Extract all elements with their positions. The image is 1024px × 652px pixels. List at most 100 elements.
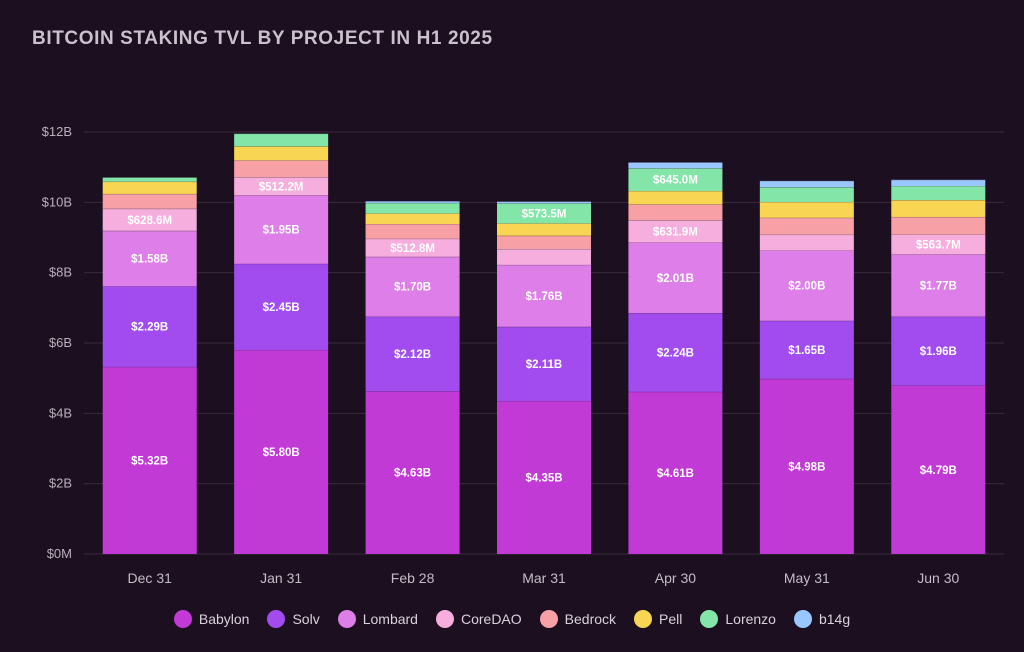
bar-segment-lombard [102,230,197,287]
bar-segment-b14g [497,201,591,204]
legend-swatch [267,610,286,628]
legend-label: CoreDAO [460,611,522,627]
legend-swatch [634,610,653,628]
data-label: $573.5M [522,208,567,220]
data-label: $2.01B [657,273,694,285]
bar-segment-babylon [497,401,591,554]
bar-segment-lombard [891,254,986,317]
legend-item-bedrock[interactable]: Bedrock [539,610,617,628]
bar-segment-coredao [628,220,723,243]
legend-item-coredao[interactable]: CoreDAO [435,610,522,628]
legend-swatch [435,610,454,628]
data-label: $2.00B [788,281,825,293]
data-label: $2.45B [263,302,300,314]
bar-segment-lorenzo [102,177,197,182]
bar-segment-lombard [759,250,854,321]
data-label: $4.63B [394,468,431,480]
bar-segment-babylon [365,391,460,554]
bar-segment-bedrock [365,224,460,239]
legend-swatch [337,610,356,628]
bar-segment-babylon [234,350,329,554]
x-tick-label: Jan 31 [260,570,302,586]
y-tick-label: $2B [49,476,72,491]
legend-swatch [539,610,558,628]
legend-label: Lorenzo [725,611,776,627]
data-label: $2.24B [657,347,694,359]
bar-segment-lombard [234,195,329,264]
x-tick-label: Dec 31 [128,570,173,586]
bar-segment-pell [891,200,986,217]
x-tick-label: Apr 30 [655,570,696,586]
legend-label: Bedrock [564,611,617,627]
bar-segment-babylon [628,391,723,554]
data-label: $2.29B [131,322,168,334]
data-label: $4.61B [657,468,694,480]
bar-segment-bedrock [759,217,854,235]
data-label: $1.96B [920,346,957,358]
data-label: $1.58B [131,254,168,266]
bar-segment-lorenzo [234,133,329,147]
y-axis: $0M $2B $4B $6B $8B $10B $12B [42,124,72,561]
bar-segment-bedrock [497,235,591,250]
bar-segment-pell [102,181,197,194]
bar-segment-b14g [365,201,460,203]
bar-segment-pell [759,201,854,218]
bar-segment-lorenzo [891,186,986,201]
data-label: $5.80B [263,447,300,459]
bar-segment-babylon [759,378,854,554]
bar-segment-b14g [759,180,854,188]
data-label: $563.7M [916,239,961,251]
bar-segment-pell [365,213,460,225]
bar-segment-bedrock [102,193,197,209]
data-label: $1.65B [788,345,825,357]
data-label: $512.8M [390,243,435,255]
data-label: $1.70B [394,282,431,294]
legend-item-b14g[interactable]: b14g [793,610,850,628]
data-label: $645.0M [653,175,698,187]
legend-item-lombard[interactable]: Lombard [337,610,418,628]
bar-segment-lombard [365,256,460,317]
data-label: $2.12B [394,349,431,361]
bar-segment-lorenzo [365,202,460,214]
legend-label: Babylon [198,611,250,627]
data-label: $1.77B [920,281,957,293]
legend-item-babylon[interactable]: Babylon [173,610,250,628]
bar-segment-solv [365,316,460,392]
bar-segment-pell [628,191,723,205]
legend-swatch [793,610,812,628]
bar-segment-bedrock [628,204,723,221]
legend-item-lorenzo[interactable]: Lorenzo [700,610,776,628]
data-label: $4.35B [525,473,562,485]
bar-segment-lorenzo [759,187,854,202]
data-label: $512.2M [259,181,304,193]
x-axis: Dec 31 Jan 31 Feb 28 Mar 31 Apr 30 May 31 Jun … [128,570,960,586]
y-tick-label: $4B [49,405,72,420]
data-label: $5.32B [131,455,168,467]
bar-segment-solv [628,313,723,392]
y-tick-label: $10B [42,194,72,209]
bar-segment-lombard [628,242,723,314]
bar-segment-coredao [365,238,460,257]
bar-segment-lorenzo [497,203,591,224]
data-label: $4.79B [920,465,957,477]
legend-swatch [700,610,719,628]
y-tick-label: $6B [49,335,72,350]
y-tick-label: $0M [47,546,72,561]
bar-segment-bedrock [891,216,986,235]
y-tick-label: $12B [42,124,72,139]
bar-segment-b14g [891,179,986,187]
bar-segment-coredao [234,177,329,196]
data-label: $631.9M [653,226,698,238]
bar-segment-bedrock [234,160,329,178]
legend-label: Lombard [362,611,418,627]
bar-segment-solv [234,263,329,351]
legend-item-solv[interactable]: Solv [267,610,320,628]
bar-segment-b14g [628,162,723,169]
legend-item-pell[interactable]: Pell [634,610,682,628]
data-label: $4.98B [788,461,825,473]
x-tick-label: Jun 30 [917,570,959,586]
bar-segment-solv [759,320,854,379]
legend: Babylon Solv Lombard CoreDAO Bedrock Pell Lore… [0,610,1024,628]
bar-segment-solv [102,286,197,367]
